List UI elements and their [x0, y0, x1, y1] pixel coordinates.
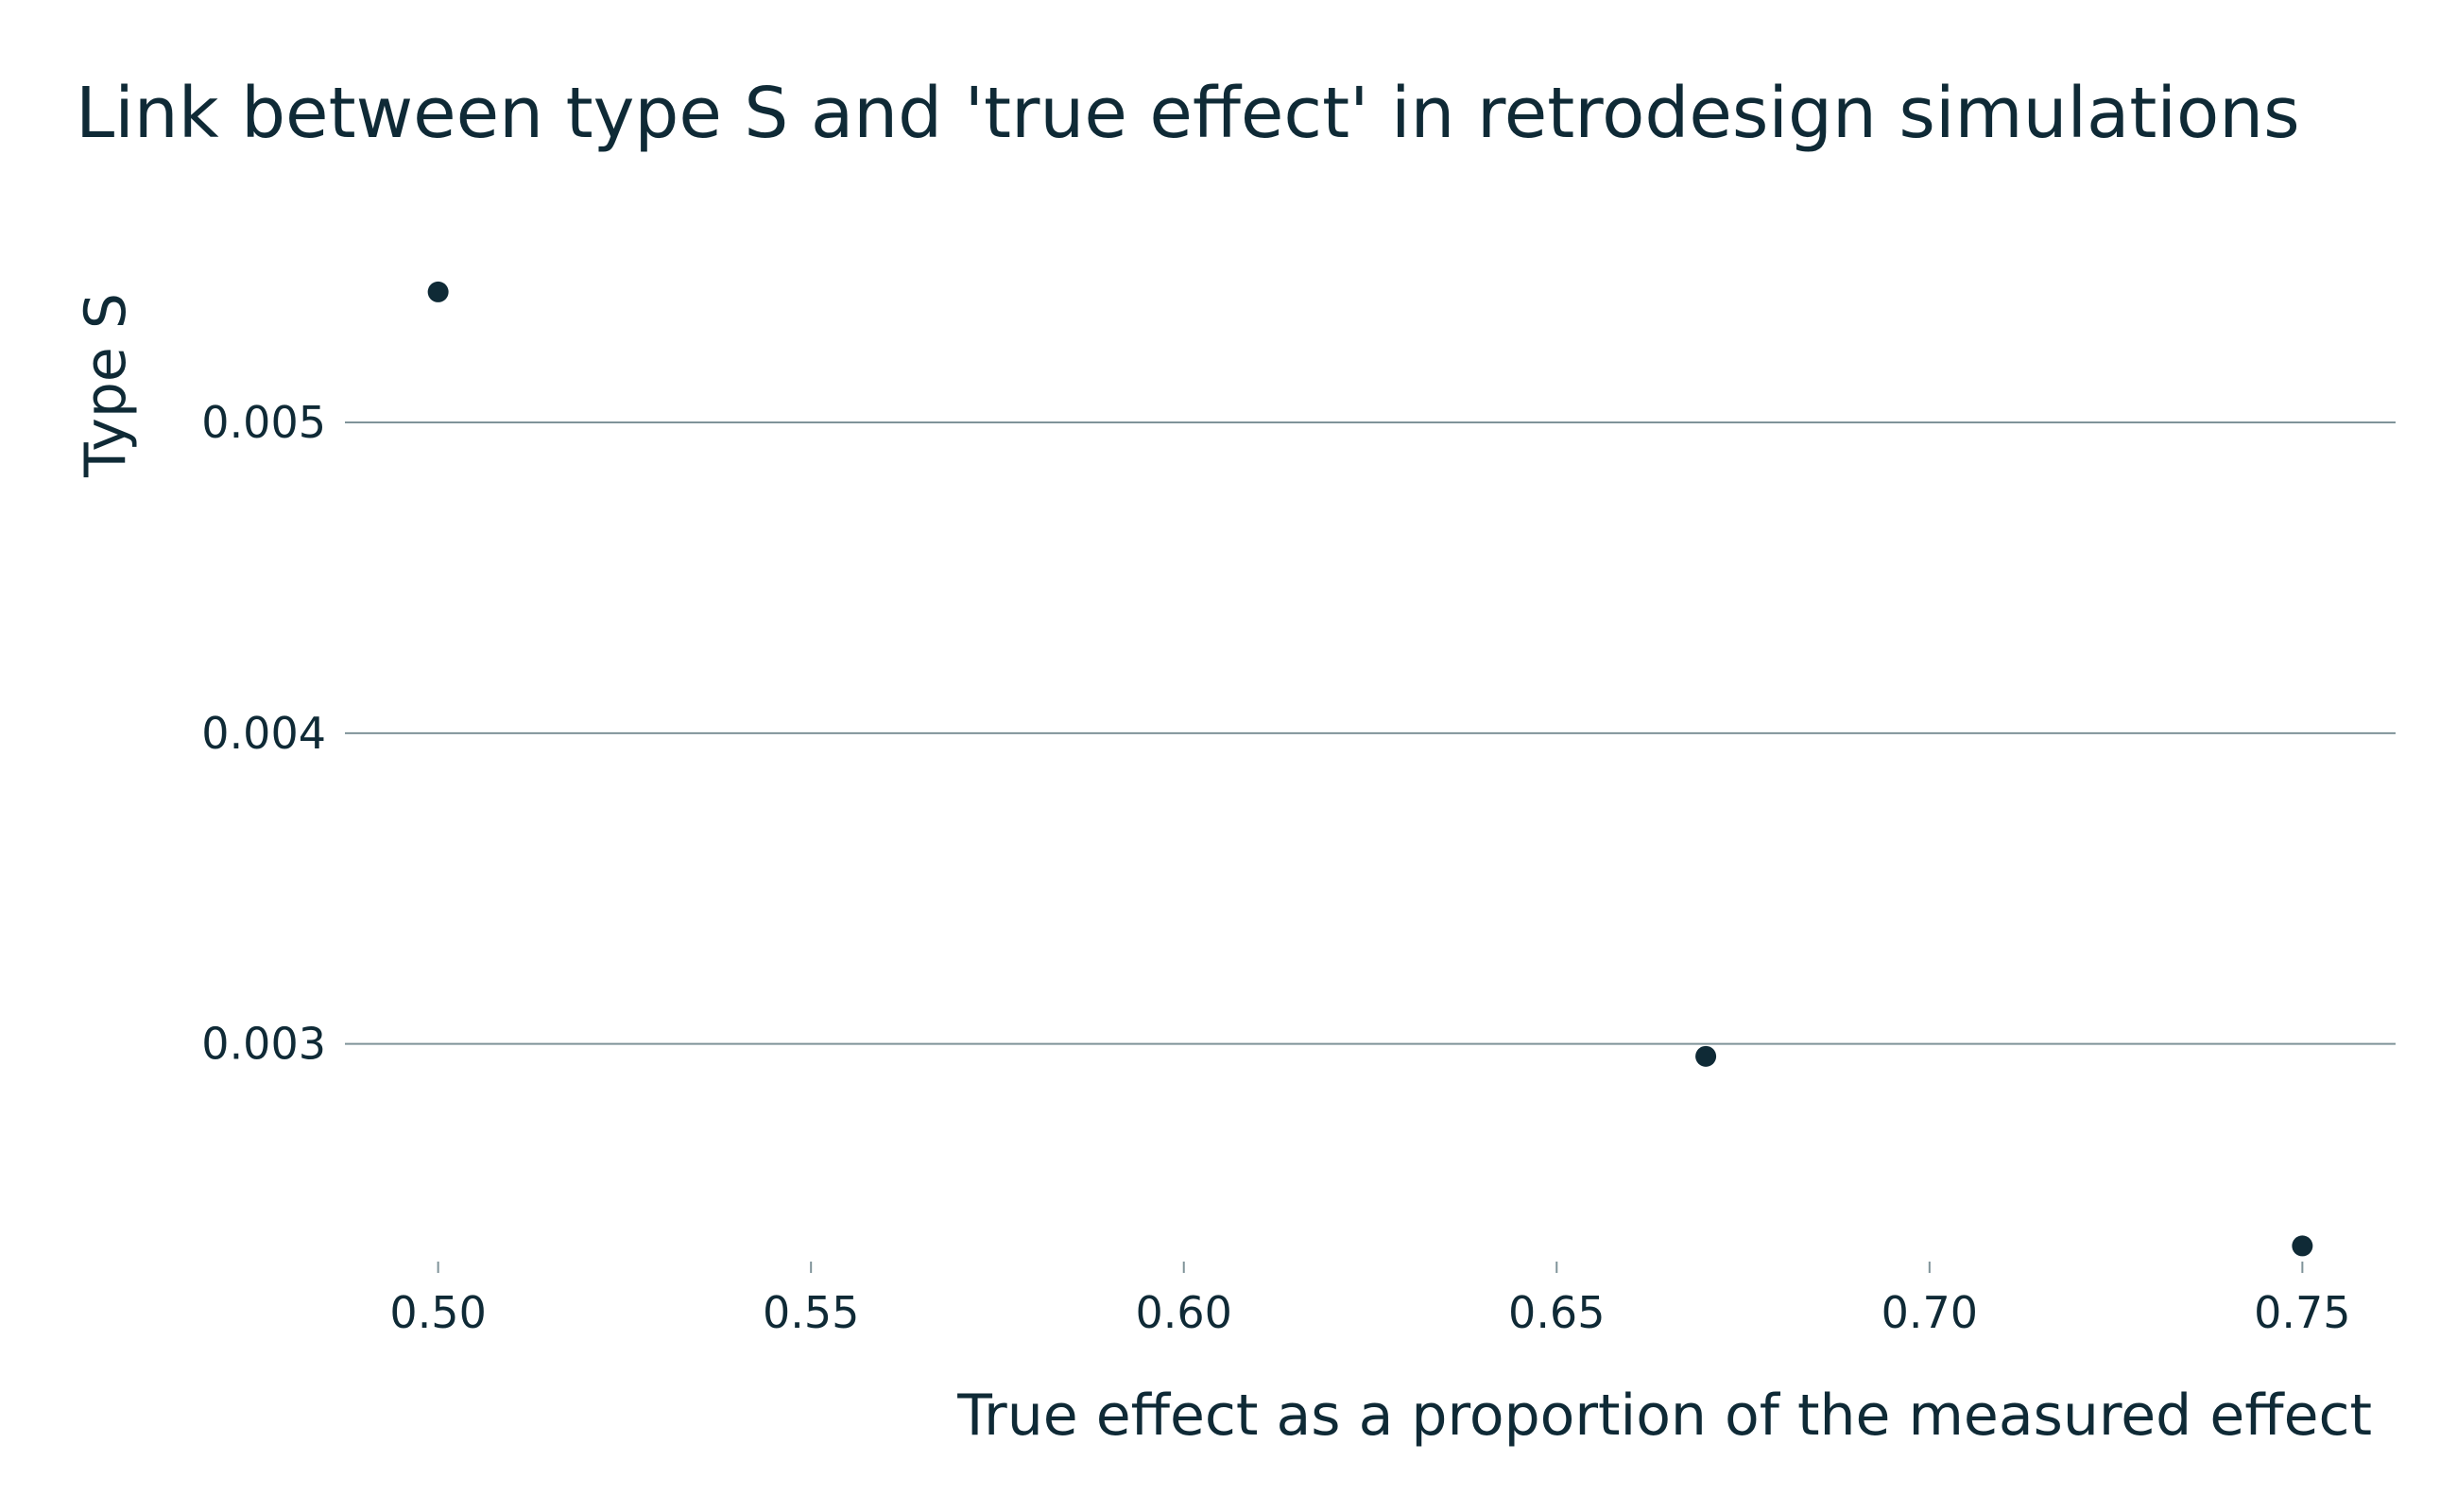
y-axis: 0.003 0.004 0.005	[201, 397, 326, 1070]
data-points	[427, 281, 2313, 1257]
data-point	[2292, 1235, 2313, 1257]
x-tick-label: 0.55	[763, 1287, 859, 1338]
grid-lines	[345, 421, 2396, 1045]
y-tick-label: 0.005	[201, 397, 326, 448]
y-tick-label: 0.004	[201, 708, 326, 759]
data-point	[1695, 1045, 1717, 1067]
x-tick-label: 0.50	[389, 1287, 486, 1338]
y-axis-label: Type S	[73, 293, 139, 478]
x-axis: 0.50 0.55 0.60 0.65 0.70 0.75	[389, 1262, 2351, 1338]
x-axis-label: True effect as a proportion of the measu…	[956, 1383, 2372, 1449]
x-tick-label: 0.70	[1881, 1287, 1978, 1338]
data-point	[427, 281, 449, 302]
chart-title: Link between type S and 'true effect' in…	[76, 73, 2300, 154]
x-tick-label: 0.60	[1136, 1287, 1232, 1338]
x-tick-label: 0.75	[2254, 1287, 2350, 1338]
y-tick-label: 0.003	[201, 1019, 326, 1070]
x-tick-label: 0.65	[1508, 1287, 1605, 1338]
